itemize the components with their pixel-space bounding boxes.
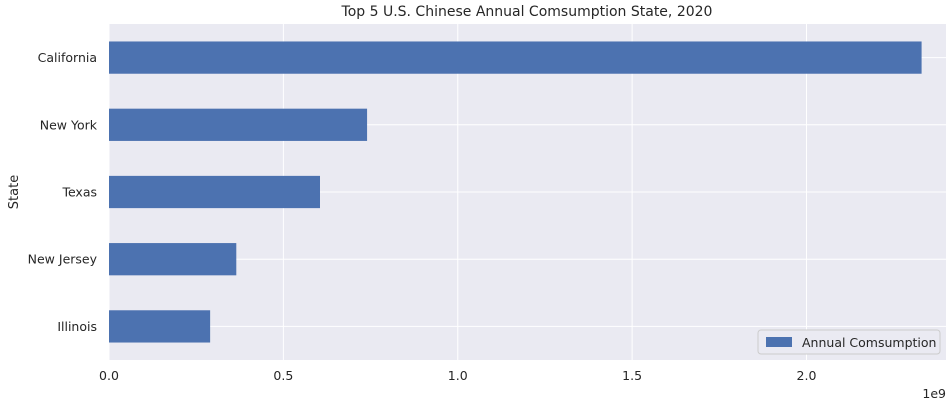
x-tick-label: 0.5	[273, 368, 293, 383]
bar-texas	[109, 175, 320, 209]
legend-frame	[757, 329, 941, 355]
legend: Annual Comsumption	[757, 329, 941, 355]
y-tick-label: New York	[40, 117, 98, 132]
y-tick-label: California	[38, 50, 97, 65]
bars	[109, 41, 922, 343]
bar-new-jersey	[109, 243, 237, 276]
x-tick-label: 0.0	[99, 368, 119, 383]
legend-swatch	[766, 337, 792, 347]
y-axis-label: State	[7, 175, 22, 209]
chart-title: Top 5 U.S. Chinese Annual Comsumption St…	[341, 4, 713, 20]
bar-california	[109, 41, 922, 74]
x-tick-label: 1.0	[448, 368, 468, 383]
y-tick-label: Texas	[61, 185, 97, 200]
y-tick-label: New Jersey	[28, 252, 98, 267]
x-tick-labels: 0.0 0.5 1.0 1.5 2.0	[99, 368, 816, 383]
x-tick-label: 2.0	[797, 368, 817, 383]
y-tick-label: Illinois	[57, 319, 97, 334]
bar-illinois	[109, 310, 211, 343]
x-tick-label: 1.5	[622, 368, 642, 383]
y-tick-labels: California New York Texas New Jersey Illinoi…	[28, 50, 98, 334]
bar-new-york	[109, 108, 368, 141]
legend-label: Annual Comsumption	[802, 335, 936, 350]
x-offset-label: 1e9	[922, 386, 946, 401]
